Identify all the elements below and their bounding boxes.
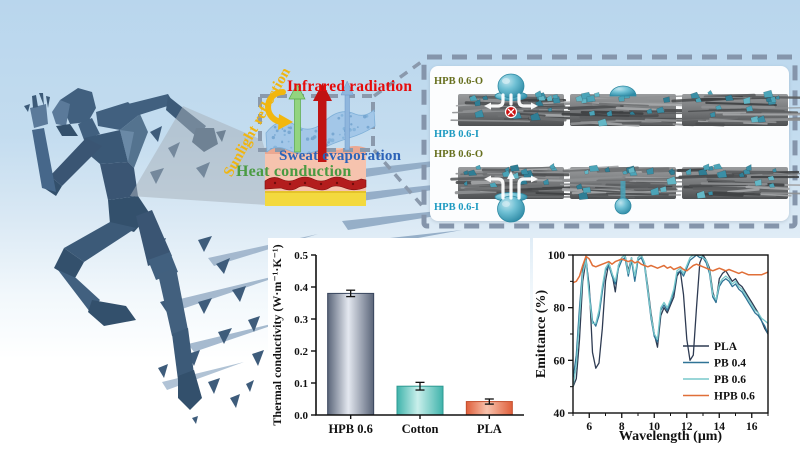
label-hpb06-i-row2: HPB 0.6-I — [434, 202, 479, 213]
svg-text:6: 6 — [586, 421, 592, 433]
heat-conduction-arrow-icon — [288, 83, 306, 153]
infrared-arrow-icon — [313, 83, 332, 162]
label-sweat-evaporation: Sweat evaporation — [279, 148, 402, 164]
svg-text:60: 60 — [554, 355, 566, 367]
skin-layers-icon — [264, 146, 367, 206]
line-chart-canvas: 6 8 10 12 14 16 40 60 80 100 PLA PB 0.4 PB 0.6 HPB 0.… — [534, 250, 769, 444]
svg-text:14: 14 — [714, 421, 726, 433]
svg-text:16: 16 — [746, 421, 758, 433]
sweat-arrow-icon — [340, 80, 354, 151]
svg-text:100: 100 — [548, 250, 566, 262]
fabric-tile — [672, 163, 800, 203]
sunlight-reflection-arrow-icon — [265, 89, 293, 130]
fabric-tile — [561, 85, 723, 130]
fabric-tile — [450, 162, 616, 223]
svg-text:0.5: 0.5 — [294, 250, 308, 262]
svg-text:0.2: 0.2 — [294, 346, 308, 358]
label-hpb06-i-row1: HPB 0.6-I — [434, 129, 479, 140]
svg-text:Wavelength (μm): Wavelength (μm) — [619, 429, 723, 444]
textile-skin-schematic — [258, 80, 376, 206]
svg-text:0.1: 0.1 — [294, 378, 308, 390]
svg-text:Cotton: Cotton — [402, 422, 439, 436]
label-heat-conduction: Heat conduction — [236, 163, 352, 180]
svg-text:0.4: 0.4 — [294, 282, 308, 294]
svg-text:8: 8 — [619, 421, 625, 433]
svg-text:PB 0.6: PB 0.6 — [714, 374, 746, 386]
svg-text:PB 0.4: PB 0.4 — [714, 358, 746, 370]
svg-text:HPB 0.6: HPB 0.6 — [714, 391, 755, 403]
svg-text:PLA: PLA — [714, 341, 738, 353]
svg-text:80: 80 — [554, 303, 566, 315]
svg-text:HPB 0.6: HPB 0.6 — [328, 422, 372, 436]
thermal-conductivity-chart: HPB 0.6 Cotton PLA 0.0 0.1 0.2 0.3 0.4 0.5 Therma… — [268, 238, 530, 449]
svg-text:0.3: 0.3 — [294, 314, 308, 326]
label-hpb06-o-row2: HPB 0.6-O — [434, 149, 483, 160]
bar-chart-canvas: HPB 0.6 Cotton PLA 0.0 0.1 0.2 0.3 0.4 0.5 Therma… — [270, 244, 524, 436]
svg-text:Thermal conductivity (W·m⁻¹·K⁻: Thermal conductivity (W·m⁻¹·K⁻¹) — [270, 244, 284, 425]
emittance-chart: 6 8 10 12 14 16 40 60 80 100 PLA PB 0.4 PB 0.6 HPB 0.… — [533, 238, 800, 449]
svg-text:12: 12 — [681, 421, 693, 433]
label-hpb06-o-row1: HPB 0.6-O — [434, 76, 483, 87]
label-infrared-radiation: Infrared radiation — [287, 78, 413, 95]
fabric-tile — [671, 89, 800, 130]
svg-text:PLA: PLA — [477, 422, 502, 436]
svg-text:40: 40 — [554, 408, 566, 420]
svg-text:10: 10 — [649, 421, 661, 433]
fabric-tile — [560, 163, 714, 215]
fabric-tile — [450, 73, 606, 130]
svg-text:0.0: 0.0 — [294, 410, 308, 422]
svg-text:Emittance (%): Emittance (%) — [534, 290, 549, 379]
